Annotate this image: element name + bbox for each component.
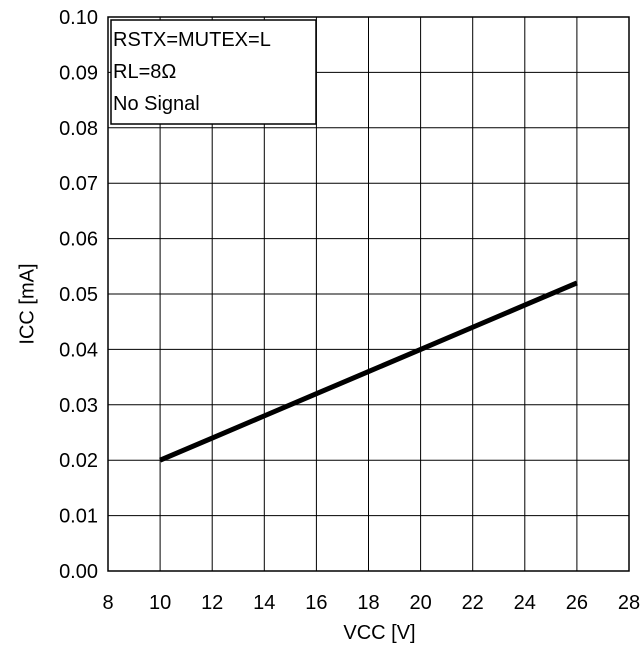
y-tick-label: 0.04 xyxy=(59,339,98,361)
x-tick-label: 16 xyxy=(305,592,327,614)
y-tick-label: 0.02 xyxy=(59,450,98,472)
plot-frame xyxy=(107,16,630,572)
series-line xyxy=(159,280,578,463)
x-tick-label: 26 xyxy=(566,592,588,614)
legend-box: RSTX=MUTEX=L RL=8Ω No Signal xyxy=(110,19,317,125)
x-tick-label: 14 xyxy=(253,592,275,614)
y-tick-label: 0.08 xyxy=(59,118,98,140)
y-tick-label: 0.10 xyxy=(59,7,98,29)
y-tick-labels: 0.00 0.01 0.02 0.03 0.04 0.05 0.06 0.07 0.08 0.09… xyxy=(59,7,98,583)
y-tick-label: 0.05 xyxy=(59,284,98,306)
y-tick-label: 0.07 xyxy=(59,173,98,195)
legend-line-rstx-mutex: RSTX=MUTEX=L xyxy=(113,29,271,51)
y-tick-label: 0.00 xyxy=(59,561,98,583)
x-tick-label: 18 xyxy=(357,592,379,614)
x-tick-label: 24 xyxy=(514,592,536,614)
legend-line-no-signal: No Signal xyxy=(113,93,200,115)
x-tick-label: 28 xyxy=(618,592,640,614)
x-axis-title: VCC [V] xyxy=(343,622,415,644)
x-tick-label: 10 xyxy=(149,592,171,614)
series-layer xyxy=(159,280,578,463)
y-axis-title: ICC [mA] xyxy=(16,263,38,344)
x-tick-label: 20 xyxy=(409,592,431,614)
x-tick-label: 8 xyxy=(102,592,113,614)
x-tick-label: 12 xyxy=(201,592,223,614)
y-tick-label: 0.01 xyxy=(59,506,98,528)
y-tick-label: 0.03 xyxy=(59,395,98,417)
x-tick-label: 22 xyxy=(462,592,484,614)
x-tick-labels: 8 10 12 14 16 18 20 22 24 26 28 xyxy=(102,592,640,614)
y-tick-label: 0.06 xyxy=(59,229,98,251)
legend-line-rl: RL=8Ω xyxy=(113,61,176,83)
y-tick-label: 0.09 xyxy=(59,62,98,84)
